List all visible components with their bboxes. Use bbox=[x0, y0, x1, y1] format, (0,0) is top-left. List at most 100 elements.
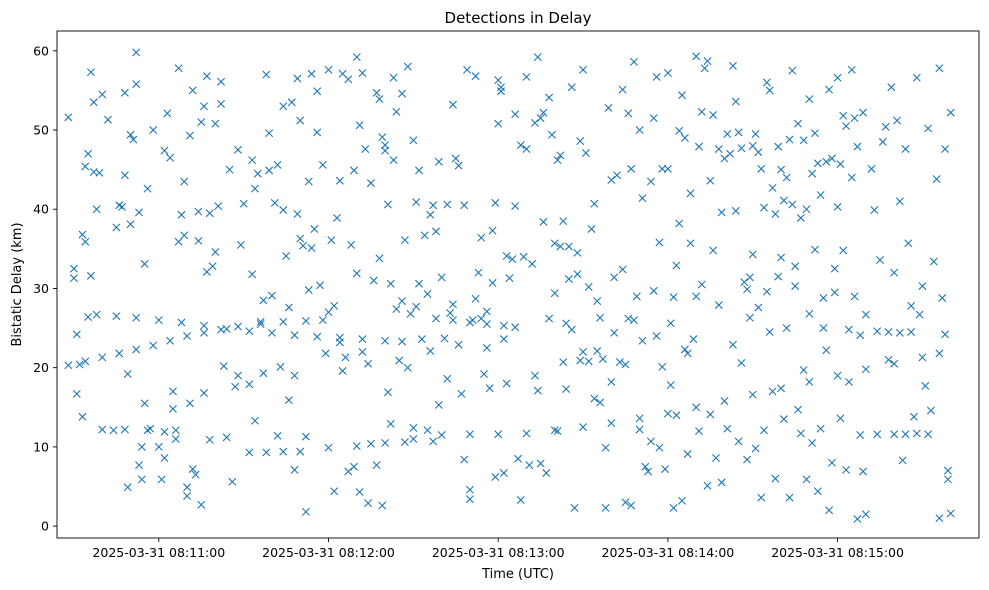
detection-point bbox=[788, 66, 797, 75]
detection-point bbox=[525, 461, 534, 470]
detection-point bbox=[378, 133, 387, 142]
detection-point bbox=[805, 377, 814, 386]
detection-point bbox=[194, 236, 203, 245]
detection-point bbox=[358, 68, 367, 77]
detection-point bbox=[683, 450, 692, 459]
detection-point bbox=[177, 210, 186, 219]
detection-point bbox=[794, 119, 802, 128]
detection-point bbox=[415, 279, 424, 288]
detection-point bbox=[318, 316, 327, 325]
detection-point bbox=[672, 261, 681, 270]
detection-point bbox=[646, 177, 655, 186]
x-tick-label: 2025-03-31 08:14:00 bbox=[602, 545, 735, 560]
detection-point bbox=[335, 176, 344, 185]
detection-point bbox=[465, 430, 474, 439]
detection-point bbox=[491, 473, 500, 481]
detection-point bbox=[550, 426, 559, 435]
detection-point bbox=[627, 164, 636, 173]
detection-point bbox=[726, 149, 735, 158]
detection-point bbox=[344, 75, 353, 84]
detection-point bbox=[366, 439, 375, 448]
detection-point bbox=[494, 76, 503, 85]
detection-point bbox=[723, 424, 732, 433]
detection-point bbox=[901, 430, 910, 439]
detection-point bbox=[92, 310, 101, 319]
detection-point bbox=[629, 57, 638, 66]
detection-point bbox=[335, 338, 344, 347]
detection-point bbox=[355, 121, 364, 130]
detection-point bbox=[451, 154, 460, 163]
detection-point bbox=[86, 68, 95, 77]
detection-point bbox=[635, 425, 644, 434]
detection-point bbox=[904, 239, 913, 248]
detection-point bbox=[584, 357, 593, 366]
detection-point bbox=[120, 425, 129, 434]
detection-point bbox=[810, 245, 819, 254]
detection-point bbox=[618, 265, 627, 274]
detection-point bbox=[358, 335, 367, 344]
detection-point bbox=[474, 268, 483, 277]
detection-point bbox=[530, 371, 539, 380]
detection-point bbox=[191, 470, 200, 479]
detection-point bbox=[907, 301, 916, 310]
detection-point bbox=[607, 419, 616, 428]
detection-point bbox=[171, 434, 180, 443]
detection-point bbox=[663, 68, 672, 77]
detection-point bbox=[234, 322, 242, 331]
detection-point bbox=[562, 385, 571, 394]
detection-point bbox=[745, 273, 754, 282]
detection-point bbox=[536, 459, 545, 468]
detection-point bbox=[728, 61, 737, 70]
detection-point bbox=[516, 141, 525, 150]
detection-point bbox=[412, 198, 421, 207]
detection-point bbox=[426, 210, 435, 219]
detection-point bbox=[819, 293, 828, 302]
detection-point bbox=[782, 173, 791, 182]
detection-point bbox=[692, 292, 701, 301]
detection-point bbox=[669, 293, 678, 302]
y-tick-label: 10 bbox=[33, 439, 49, 454]
detection-point bbox=[612, 171, 621, 180]
detection-point bbox=[78, 412, 87, 421]
detection-point bbox=[202, 72, 211, 81]
detection-point bbox=[760, 426, 769, 435]
detection-point bbox=[530, 118, 539, 127]
detection-point bbox=[327, 236, 336, 245]
detection-point bbox=[610, 273, 619, 282]
detection-point bbox=[194, 207, 203, 216]
detection-point bbox=[287, 98, 296, 107]
detection-point bbox=[109, 426, 118, 435]
detection-point bbox=[844, 377, 853, 386]
detection-point bbox=[853, 142, 862, 151]
detection-point bbox=[827, 458, 836, 467]
detection-point bbox=[748, 250, 757, 259]
detection-point bbox=[714, 145, 723, 154]
detection-point bbox=[81, 357, 90, 366]
detection-point bbox=[743, 285, 752, 294]
detection-point bbox=[279, 447, 288, 456]
detection-point bbox=[398, 337, 407, 346]
detection-point bbox=[946, 108, 955, 117]
detection-point bbox=[259, 296, 268, 305]
detection-point bbox=[576, 137, 585, 146]
detection-point bbox=[149, 341, 158, 350]
detection-point bbox=[112, 312, 121, 321]
detection-point bbox=[381, 146, 390, 155]
detection-point bbox=[324, 65, 333, 74]
detection-point bbox=[403, 363, 412, 372]
detection-point bbox=[364, 499, 373, 508]
detection-point bbox=[316, 281, 325, 290]
detection-point bbox=[491, 198, 500, 207]
detection-point bbox=[909, 412, 918, 421]
detection-point bbox=[929, 257, 938, 266]
y-tick-label: 40 bbox=[33, 202, 49, 217]
detection-point bbox=[78, 230, 87, 239]
detection-point bbox=[262, 70, 271, 79]
detection-point bbox=[564, 242, 573, 251]
detection-point bbox=[185, 399, 194, 408]
detection-point bbox=[941, 330, 950, 339]
detection-point bbox=[400, 438, 409, 447]
detection-point bbox=[839, 111, 848, 120]
detection-point bbox=[81, 162, 90, 171]
